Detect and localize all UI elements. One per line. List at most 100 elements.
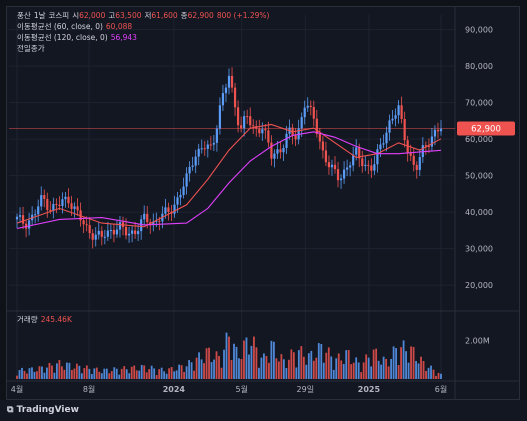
volume-bar: [26, 373, 28, 379]
volume-bar: [150, 365, 153, 379]
volume-bar: [335, 358, 338, 379]
volume-bar: [230, 359, 233, 379]
price-chart[interactable]: 90,000 80,000 70,000 60,000 50,000 40,000 30,0…: [7, 7, 519, 399]
volume-bar: [365, 354, 368, 379]
candle-body: [327, 162, 331, 168]
candle-body: [303, 107, 306, 118]
close-value: 62,900: [187, 11, 214, 20]
volume-bar: [315, 357, 318, 379]
candle-body: [21, 215, 25, 224]
volume-bar: [312, 360, 315, 379]
volume-bar: [188, 360, 190, 379]
ma120-label: 이동평균선 (120, close, 0): [17, 33, 108, 42]
volume-bar: [277, 361, 280, 379]
volume-bar: [46, 367, 48, 379]
candle-body: [273, 153, 276, 159]
candle-body: [124, 226, 128, 236]
candle-body: [34, 214, 37, 216]
y-tick-label: 20,000: [465, 281, 493, 290]
volume-bar: [165, 373, 168, 379]
volume-bar: [113, 367, 116, 379]
volume-bar: [382, 356, 385, 379]
volume-bar: [63, 369, 66, 379]
volume-bar: [260, 357, 263, 379]
candle-body: [188, 166, 191, 174]
volume-bar: [80, 373, 83, 379]
volume-bar: [297, 350, 300, 379]
volume-bar: [440, 373, 442, 379]
volume-bar: [218, 355, 220, 379]
volume-bar: [223, 349, 225, 379]
volume-bar: [280, 354, 283, 379]
candle-body: [52, 203, 55, 211]
volume-bar: [51, 365, 53, 379]
candle-body: [312, 107, 315, 119]
volume-bar: [330, 356, 333, 379]
candle-body: [252, 125, 255, 127]
candle-body: [70, 203, 73, 209]
volume-bar: [43, 372, 46, 379]
candle-body: [403, 118, 406, 141]
candle-body: [321, 141, 324, 151]
volume-bar: [118, 374, 121, 379]
ma60-value: 60,088: [105, 22, 133, 31]
candle-body: [358, 147, 361, 159]
volume-bar: [138, 370, 141, 379]
candle-body: [106, 230, 109, 237]
volume-bar: [370, 366, 373, 379]
ma120-legend[interactable]: 이동평균선 (120, close, 0) 56,943: [17, 33, 140, 43]
ma60-legend[interactable]: 이동평균선 (60, close, 0) 60,088: [17, 22, 135, 32]
candle-body: [346, 167, 349, 170]
candle-body: [155, 220, 158, 222]
volume-bar: [402, 340, 405, 379]
candle-body: [18, 215, 22, 217]
volume-bar: [250, 345, 253, 379]
volume-bar: [135, 370, 138, 379]
volume-bar: [83, 368, 86, 379]
volume-bar: [265, 355, 268, 379]
candle-body: [388, 120, 391, 133]
candle-body: [152, 221, 155, 226]
volume-bar: [100, 373, 103, 379]
candle-body: [415, 164, 418, 170]
volume-bar: [292, 352, 295, 379]
volume-bar: [23, 370, 26, 379]
volume-bar: [41, 366, 43, 379]
candle-body: [179, 195, 182, 198]
prev-close-label: 전일종가: [17, 44, 45, 53]
candle-body: [88, 225, 91, 234]
candle-body: [173, 204, 176, 214]
volume-bar: [228, 336, 230, 379]
volume-bar: [240, 359, 243, 379]
candle-body: [315, 118, 318, 135]
candle-body: [212, 142, 215, 145]
candle-body: [118, 222, 122, 230]
candle-body: [352, 154, 355, 166]
candle-body: [339, 178, 343, 181]
volume-bar: [185, 366, 188, 379]
candle-body: [230, 75, 234, 88]
volume-bar: [225, 332, 228, 379]
volume-legend[interactable]: 거래량 245.46K: [17, 315, 75, 325]
volume-bar: [357, 362, 360, 379]
candle-body: [58, 204, 61, 207]
badge-text: 62,900: [471, 125, 501, 135]
close-label: 종: [180, 11, 188, 20]
volume-bar: [275, 358, 278, 379]
tradingview-logo[interactable]: ⧉ TradingView: [7, 405, 79, 415]
candle-body: [436, 129, 440, 132]
low-label: 저: [144, 11, 152, 20]
open-value: 62,000: [79, 11, 106, 20]
volume-bar: [360, 372, 363, 379]
candle-body: [73, 206, 76, 209]
chart-panel[interactable]: 90,000 80,000 70,000 60,000 50,000 40,000 30,0…: [6, 6, 520, 400]
volume-bar: [78, 365, 81, 379]
prev-close-legend[interactable]: 전일종가: [17, 44, 48, 54]
volume-bar: [105, 368, 108, 379]
candle-body: [409, 153, 412, 156]
volume-bar: [400, 347, 402, 379]
badge-bg: [457, 121, 515, 136]
volume-bar: [295, 367, 298, 379]
candle-body: [203, 148, 206, 150]
candle-body: [15, 216, 19, 220]
